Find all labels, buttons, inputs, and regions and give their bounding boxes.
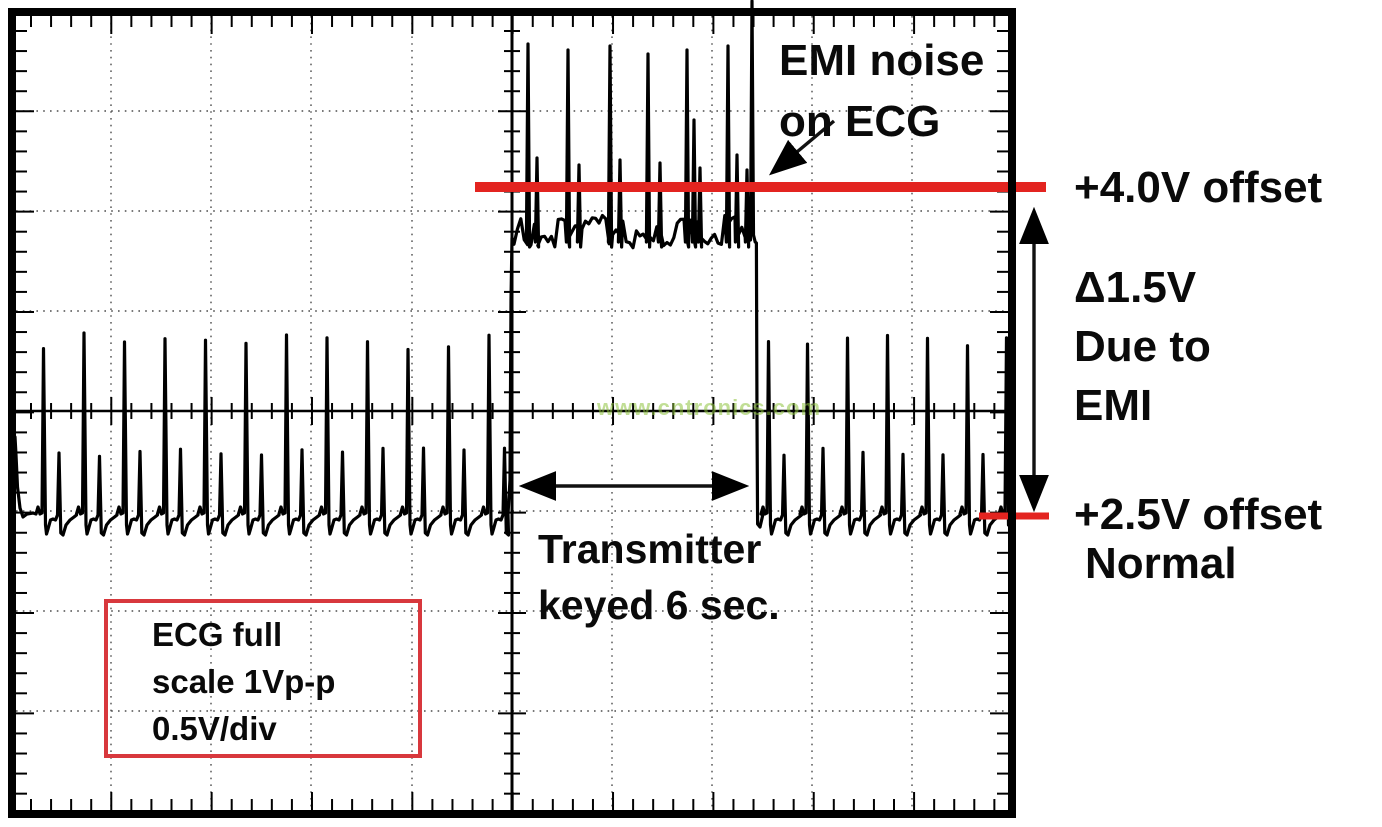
emi-noise-line1: EMI noise [779, 36, 985, 85]
scope-note-box [104, 599, 422, 758]
scope-bezel [8, 8, 1016, 818]
emi-pointer-arrow [768, 119, 836, 176]
scope-note-label: ECG full scale 1Vp-p 0.5V/div [152, 611, 335, 752]
emi-noise-line2: on ECG [779, 97, 941, 146]
offset-25v-line2: Normal [1085, 539, 1237, 588]
watermark: www.cntronics.com [597, 395, 822, 420]
transmitter-line2: keyed 6 sec. [538, 582, 780, 628]
center-axes [16, 16, 1008, 810]
offset-25v-label: +2.5V offset Normal [1074, 490, 1322, 588]
delta-emi-label: Δ1.5V Due to EMI [1074, 258, 1211, 435]
transmitter-line1: Transmitter [538, 526, 762, 572]
delta-line1: Δ1.5V [1074, 263, 1197, 312]
delta-line2: Due to [1074, 322, 1211, 371]
scope-note-line3: 0.5V/div [152, 710, 277, 747]
delta-line3: EMI [1074, 381, 1153, 430]
offset-25v-line1: +2.5V offset [1074, 490, 1323, 539]
transmitter-keyed-label: Transmitter keyed 6 sec. [538, 521, 780, 633]
scope-note-line2: scale 1Vp-p [152, 663, 336, 700]
scope-note-line1: ECG full [152, 616, 283, 653]
emi-noise-label: EMI noise on ECG [779, 30, 984, 152]
offset-4v-label: +4.0V offset [1074, 163, 1323, 212]
ecg-trace [13, 0, 1011, 537]
